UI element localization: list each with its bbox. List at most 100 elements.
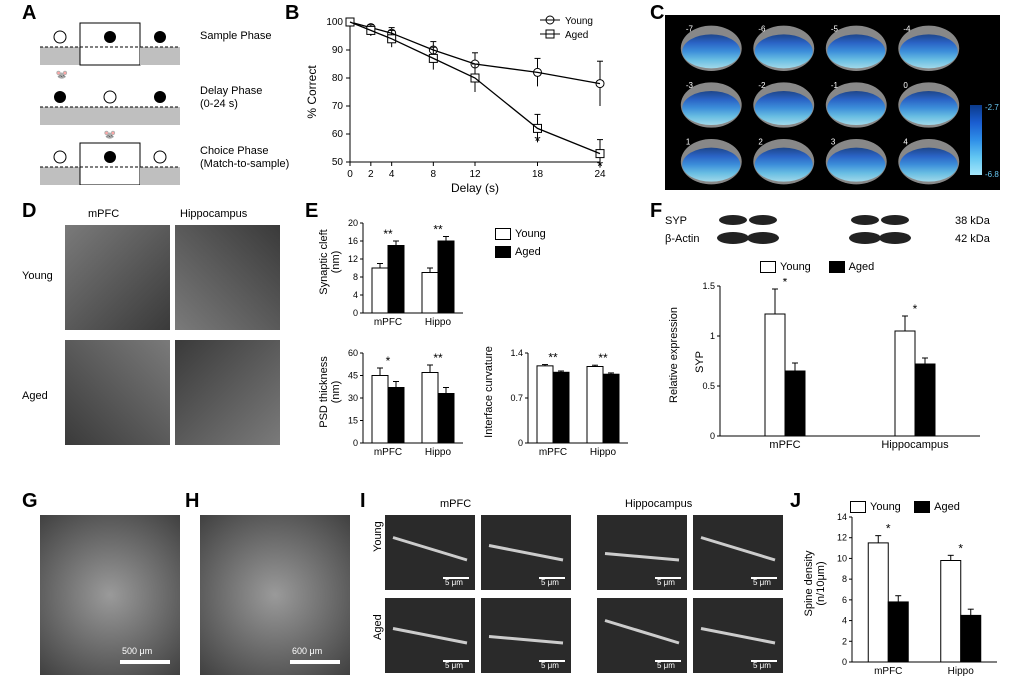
H-image xyxy=(200,515,350,675)
svg-text:18: 18 xyxy=(532,169,544,180)
svg-text:mPFC: mPFC xyxy=(539,447,567,458)
svg-text:1.4: 1.4 xyxy=(510,348,523,358)
svg-text:4: 4 xyxy=(903,138,908,147)
svg-text:5 μm: 5 μm xyxy=(541,661,559,670)
I-dendrite-img: 5 μm xyxy=(597,515,687,590)
I-dendrite-img: 5 μm xyxy=(693,598,783,673)
A-sample: Sample Phase xyxy=(200,30,272,42)
svg-text:4: 4 xyxy=(353,290,358,300)
svg-text:(nm): (nm) xyxy=(330,251,342,274)
svg-text:Spine density: Spine density xyxy=(803,550,815,617)
label-A: A xyxy=(22,2,36,25)
panelE-cleft: 048121620mPFC**Hippo**Synaptic cleft(nm) xyxy=(315,215,475,335)
svg-text:50: 50 xyxy=(332,157,344,168)
svg-text:Hippocampus: Hippocampus xyxy=(881,439,949,451)
panelE-psd: 015304560mPFC*Hippo**PSD thickness(nm) xyxy=(315,345,475,465)
I-dendrite-img: 5 μm xyxy=(481,515,571,590)
svg-text:1: 1 xyxy=(686,138,691,147)
svg-text:15: 15 xyxy=(348,416,358,426)
svg-text:12: 12 xyxy=(469,169,481,180)
D-em-img xyxy=(65,225,170,330)
svg-text:100: 100 xyxy=(326,17,343,28)
svg-text:60: 60 xyxy=(332,129,344,140)
label-H: H xyxy=(185,490,199,513)
svg-text:8: 8 xyxy=(842,574,847,584)
svg-text:14: 14 xyxy=(837,512,847,522)
svg-text:10: 10 xyxy=(837,553,847,563)
svg-text:12: 12 xyxy=(837,533,847,543)
D-col2: Hippocampus xyxy=(180,208,247,220)
svg-text:5 μm: 5 μm xyxy=(753,578,771,587)
svg-text:**: ** xyxy=(433,351,443,365)
F-actin-lab: β-Actin xyxy=(665,233,699,245)
panelC-container: -7-6-5-4-3-2-101234-2.7-6.8 xyxy=(665,15,1000,190)
svg-text:**: ** xyxy=(548,351,558,365)
A-delay-sub: (0-24 s) xyxy=(200,98,238,110)
svg-text:-3: -3 xyxy=(686,81,694,90)
svg-text:Hippo: Hippo xyxy=(948,666,975,677)
I-row1: Young xyxy=(372,521,384,552)
svg-text:5 μm: 5 μm xyxy=(657,578,675,587)
svg-text:SYP: SYP xyxy=(694,351,706,373)
I-col1: mPFC xyxy=(440,498,471,510)
A-choice: Choice Phase xyxy=(200,145,269,157)
I-row2: Aged xyxy=(372,614,384,640)
svg-text:16: 16 xyxy=(348,236,358,246)
svg-text:0: 0 xyxy=(353,438,358,448)
svg-text:0: 0 xyxy=(903,81,908,90)
svg-text:4: 4 xyxy=(389,169,395,180)
svg-text:*: * xyxy=(886,522,891,536)
svg-text:Hippo: Hippo xyxy=(425,447,452,458)
D-col1: mPFC xyxy=(88,208,119,220)
svg-text:5 μm: 5 μm xyxy=(753,661,771,670)
svg-text:Hippo: Hippo xyxy=(590,447,617,458)
svg-text:5 μm: 5 μm xyxy=(445,661,463,670)
label-F: F xyxy=(650,200,662,223)
svg-text:60: 60 xyxy=(348,348,358,358)
panelB-chart: 50607080901000248121824Delay (s)% Correc… xyxy=(300,10,630,195)
svg-text:-4: -4 xyxy=(903,24,911,33)
svg-text:0: 0 xyxy=(710,431,715,441)
svg-text:-7: -7 xyxy=(686,24,694,33)
panelJ-legend: Young Aged xyxy=(850,498,960,516)
svg-text:-6.8: -6.8 xyxy=(985,170,999,179)
svg-text:mPFC: mPFC xyxy=(874,666,902,677)
panelJ-chart: 02468101214mPFC*Hippo*Spine density(n/10… xyxy=(800,495,1010,690)
svg-text:*: * xyxy=(597,159,603,176)
svg-text:5 μm: 5 μm xyxy=(657,661,675,670)
svg-text:1: 1 xyxy=(710,331,715,341)
svg-text:0.5: 0.5 xyxy=(702,381,715,391)
svg-text:-2.7: -2.7 xyxy=(985,103,999,112)
svg-text:8: 8 xyxy=(431,169,437,180)
label-C: C xyxy=(650,2,664,25)
svg-text:30: 30 xyxy=(348,393,358,403)
D-em-img xyxy=(175,340,280,445)
svg-text:% Correct: % Correct xyxy=(305,65,319,119)
figure-root: A B C D E F G H I J 🐭 xyxy=(0,0,1020,698)
svg-text:-6: -6 xyxy=(758,24,766,33)
A-delay: Delay Phase xyxy=(200,85,262,97)
svg-text:2: 2 xyxy=(368,169,374,180)
svg-text:🐭: 🐭 xyxy=(104,130,116,141)
I-dendrite-img: 5 μm xyxy=(385,515,475,590)
svg-text:Hippo: Hippo xyxy=(425,317,452,328)
svg-text:3: 3 xyxy=(831,138,836,147)
svg-text:2: 2 xyxy=(758,138,763,147)
svg-text:1.5: 1.5 xyxy=(702,281,715,291)
G-image xyxy=(40,515,180,675)
svg-text:0: 0 xyxy=(353,308,358,318)
svg-text:Aged: Aged xyxy=(565,30,588,41)
svg-text:0.7: 0.7 xyxy=(510,393,523,403)
svg-text:0: 0 xyxy=(842,657,847,667)
D-row2: Aged xyxy=(22,390,48,402)
svg-text:Delay (s): Delay (s) xyxy=(451,181,499,195)
svg-text:-1: -1 xyxy=(831,81,839,90)
svg-text:**: ** xyxy=(433,223,443,237)
svg-text:70: 70 xyxy=(332,101,344,112)
panelA-svg: 🐭 🐭 🐭 xyxy=(40,15,190,185)
H-scale: 600 μm xyxy=(292,646,322,656)
svg-text:**: ** xyxy=(598,351,608,365)
svg-text:45: 45 xyxy=(348,371,358,381)
I-col2: Hippocampus xyxy=(625,498,692,510)
I-dendrite-img: 5 μm xyxy=(481,598,571,673)
